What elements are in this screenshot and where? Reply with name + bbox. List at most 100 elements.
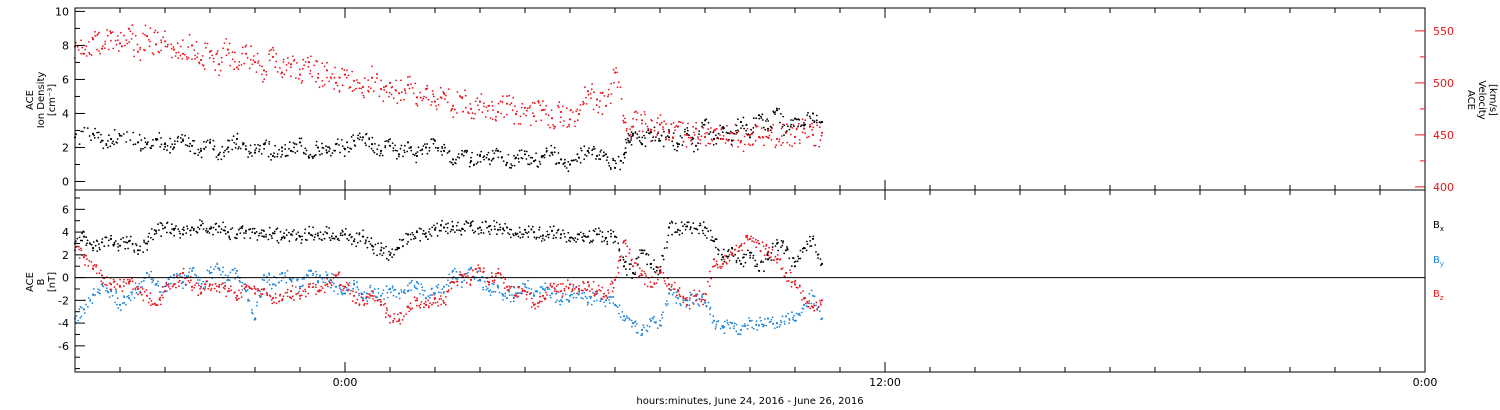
velocity-dot (385, 85, 388, 87)
by-dot (548, 288, 551, 290)
bx-dot (412, 234, 415, 236)
density-dot (368, 145, 371, 148)
velocity-dot (656, 134, 658, 136)
velocity-dot (597, 111, 600, 114)
density-dot (588, 151, 590, 154)
bx-dot (369, 243, 372, 245)
velocity-dot (780, 135, 783, 137)
bx-dot (744, 261, 747, 264)
bz-dot (475, 267, 478, 270)
by-dot (229, 271, 232, 274)
bz-dot (167, 284, 170, 286)
by-dot (411, 279, 413, 282)
bx-dot (419, 239, 422, 242)
bx-dot (579, 231, 582, 234)
velocity-dot (576, 108, 579, 111)
bx-dot (680, 221, 683, 224)
bz-dot (409, 307, 411, 309)
bz-dot (80, 247, 82, 250)
velocity-dot (722, 135, 725, 137)
by-dot (357, 288, 360, 291)
by-point (361, 297, 365, 300)
bz-dot (329, 282, 332, 285)
velocity-dot (745, 132, 747, 135)
velocity-dot (257, 60, 260, 62)
bx-dot (504, 222, 506, 225)
bz-dot (312, 286, 315, 288)
velocity-dot (742, 150, 745, 153)
bx-point (451, 225, 455, 228)
density-dot (599, 151, 602, 153)
bx-dot (430, 235, 433, 237)
bx-dot (416, 230, 418, 232)
density-dot (102, 147, 105, 150)
density-dot (186, 144, 189, 147)
bx-dot (510, 236, 512, 239)
bz-dot (634, 271, 637, 274)
bx-dot (261, 235, 263, 238)
by-dot (431, 287, 433, 290)
bz-dot (234, 291, 237, 294)
velocity-point (559, 110, 563, 114)
density-dot (171, 143, 174, 146)
velocity-point (154, 43, 158, 46)
velocity-dot (788, 144, 791, 147)
bz-dot (764, 247, 767, 250)
density-dot (112, 140, 114, 143)
by-point (442, 285, 446, 288)
velocity-dot (275, 53, 278, 55)
velocity-dot (321, 80, 324, 82)
density-dot (155, 139, 158, 142)
bx-dot (618, 248, 621, 251)
density-dot (632, 134, 634, 137)
density-dot (384, 140, 387, 143)
bz-dot (126, 278, 129, 281)
velocity-point (694, 127, 698, 130)
density-dot (565, 167, 568, 169)
bx-dot (178, 230, 181, 233)
bx-dot (253, 227, 256, 230)
velocity-dot (494, 118, 497, 121)
by-point (802, 303, 806, 306)
bx-dot (799, 249, 802, 252)
by-dot (660, 313, 663, 316)
bx-point (622, 265, 626, 268)
by-point (505, 297, 509, 300)
bz-point (487, 281, 491, 284)
bz-dot (776, 261, 778, 264)
bx-dot (809, 235, 811, 238)
density-dot (260, 153, 263, 155)
by-dot (404, 292, 406, 295)
bx-dot (322, 233, 325, 236)
velocity-dot (529, 124, 532, 127)
bz-dot (295, 293, 298, 296)
bz-dot (601, 298, 604, 300)
velocity-dot (635, 118, 638, 121)
bz-dot (194, 284, 196, 286)
velocity-dot (302, 58, 305, 61)
velocity-dot (528, 106, 531, 109)
density-dot (424, 143, 426, 146)
bx-dot (643, 249, 646, 252)
bx-dot (676, 231, 679, 234)
velocity-dot (175, 51, 178, 54)
velocity-point (172, 48, 176, 51)
by-dot (85, 303, 87, 306)
by-dot (489, 294, 492, 296)
velocity-dot (309, 69, 312, 72)
by-point (811, 294, 815, 297)
bx-dot (487, 230, 490, 233)
bx-dot (94, 244, 97, 247)
velocity-dot (818, 145, 821, 148)
bz-point (388, 315, 392, 318)
density-dot (213, 148, 215, 151)
by-dot (626, 317, 628, 319)
bx-dot (770, 259, 773, 261)
velocity-dot (172, 46, 175, 48)
bx-dot (422, 229, 425, 232)
velocity-dot (531, 101, 534, 104)
density-dot (217, 158, 220, 161)
density-dot (376, 153, 378, 156)
velocity-dot (362, 94, 365, 97)
density-dot (644, 137, 646, 139)
